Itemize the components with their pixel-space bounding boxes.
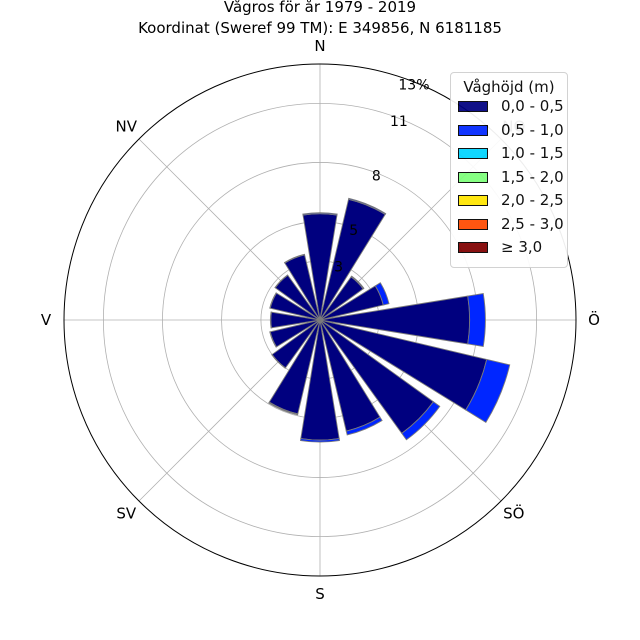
legend-item: ≥ 3,0 [451,237,567,261]
legend-item: 0,5 - 1,0 [451,120,567,144]
direction-label: S [315,585,325,603]
radial-tick-label: 11 [390,114,408,130]
legend-item: 1,5 - 2,0 [451,167,567,191]
legend-swatch [458,218,488,230]
direction-label: Ö [588,310,600,329]
chart-title: Vågros för år 1979 - 2019 [223,0,417,16]
bar-segment [302,212,338,216]
radial-tick-label: 5 [349,223,358,239]
legend-item: 1,0 - 1,5 [451,143,567,167]
legend-label: 2,0 - 2,5 [501,191,564,209]
legend-title: Våghöjd (m) [463,78,555,96]
legend-item: 2,5 - 3,0 [451,214,567,238]
bar-segment [465,358,511,424]
legend-swatch [458,171,488,183]
legend-label: 1,5 - 2,0 [501,167,564,186]
bar-segment [269,311,272,329]
legend-label: 2,5 - 3,0 [501,214,564,233]
bar-segment [283,253,306,264]
legend-label: 0,0 - 0,5 [501,97,564,115]
direction-label: SÖ [503,504,524,523]
legend-swatch [458,101,488,112]
legend-label: 1,0 - 1,5 [501,144,564,162]
legend-swatch [458,148,488,159]
chart-subtitle: Koordinat (Sweref 99 TM): E 349856, N 61… [138,19,502,37]
legend-swatch [458,124,488,136]
legend: Våghöjd (m) 0,0 - 0,5 0,5 - 1,0 1,0 - 1,5 1… [450,72,568,268]
bar-segment [271,353,287,369]
direction-label: NV [116,117,138,135]
bar-segment [269,331,278,348]
direction-label: SV [116,505,137,523]
bar-segment [274,274,289,289]
legend-swatch [458,195,488,206]
legend-label: 0,5 - 1,0 [501,120,564,139]
polar-outline [63,63,577,577]
legend-swatch [458,242,488,253]
radial-tick-label: 13% [398,77,429,93]
direction-label: N [314,37,325,55]
legend-item: 2,0 - 2,5 [451,190,567,214]
direction-label: V [41,311,52,329]
bar-segment [467,293,486,347]
legend-label: ≥ 3,0 [501,238,543,256]
bar-segment [268,401,299,416]
bar-segment [269,292,278,309]
radial-tick-label: 8 [372,168,381,184]
bar-segment [350,275,365,290]
radial-tick-label: 3 [334,259,343,275]
bar-segment [299,438,341,443]
legend-item: 0,0 - 0,5 [451,96,567,120]
bar-segment [345,416,383,436]
bar-segment [401,401,441,441]
bar-segment [347,197,387,216]
bar-segment [374,282,390,306]
